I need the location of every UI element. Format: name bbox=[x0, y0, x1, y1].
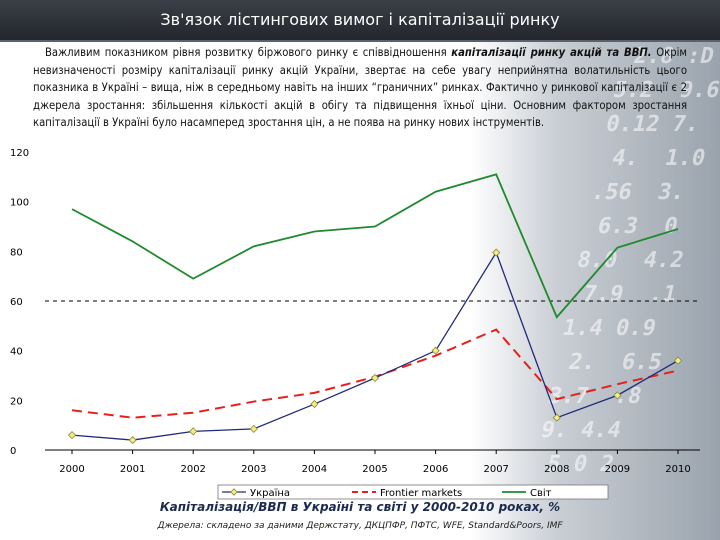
legend-label-ukraine: Україна bbox=[250, 488, 290, 499]
ukraine-marker-2005 bbox=[370, 373, 380, 383]
ukraine-marker-2008 bbox=[552, 413, 561, 422]
x-tick-label-2001: 2001 bbox=[120, 464, 145, 475]
x-tick-label-2004: 2004 bbox=[302, 464, 327, 475]
x-tick-label-2003: 2003 bbox=[241, 464, 266, 475]
legend-label-world: Світ bbox=[530, 487, 552, 499]
y-tick-label-20: 20 bbox=[10, 396, 23, 407]
legend-label-frontier-markets: Frontier markets bbox=[380, 488, 462, 499]
ukraine-marker-2010 bbox=[673, 356, 683, 365]
intro-emphasis: капіталізації ринку акцій та ВВП. bbox=[451, 46, 652, 59]
ukraine-marker-2002 bbox=[189, 427, 198, 436]
intro-text-rest: Окрім невизначеності розміру капіталізац… bbox=[33, 46, 687, 130]
y-tick-label-100: 100 bbox=[10, 198, 29, 209]
legend-marker-ukraine bbox=[230, 488, 238, 496]
x-tick-label-2008: 2008 bbox=[544, 464, 569, 475]
x-tick-label-2006: 2006 bbox=[423, 464, 448, 475]
chart-series bbox=[67, 173, 683, 445]
ukraine-marker-2000 bbox=[67, 431, 77, 440]
legend-box bbox=[217, 484, 609, 500]
slide-title: Зв'язок лістингових вимог і капіталізаці… bbox=[160, 10, 560, 29]
ukraine-marker-2001 bbox=[128, 436, 137, 445]
chart-axes: 0 20 40 60 80 100 120 2000 2001 2002 2003 2004 2005 2… bbox=[10, 148, 700, 475]
series-ukraine-line bbox=[71, 251, 679, 441]
chart-legend: Україна Frontier markets Світ bbox=[217, 484, 609, 500]
ukraine-marker-2006 bbox=[431, 346, 440, 355]
x-tick-label-2005: 2005 bbox=[362, 464, 387, 475]
ukraine-marker-2009 bbox=[613, 391, 622, 400]
y-tick-label-80: 80 bbox=[10, 247, 23, 258]
y-tick-label-40: 40 bbox=[10, 347, 23, 358]
x-tick-label-2010: 2010 bbox=[665, 464, 690, 475]
intro-paragraph: Важливим показником рівня розвитку біржо… bbox=[33, 44, 687, 132]
source-note: Джерела: складено за даними Держстату, Д… bbox=[157, 521, 563, 531]
x-tick-label-2000: 2000 bbox=[59, 464, 84, 475]
ukraine-marker-2004 bbox=[310, 399, 319, 409]
x-tick-label-2007: 2007 bbox=[483, 464, 508, 475]
series-world-line bbox=[71, 173, 679, 319]
title-bar bbox=[0, 0, 720, 42]
series-frontier-markets-line bbox=[71, 328, 679, 419]
x-tick-label-2009: 2009 bbox=[605, 464, 630, 475]
y-tick-label-0: 0 bbox=[10, 446, 16, 457]
ukraine-marker-2007 bbox=[492, 248, 501, 257]
x-tick-label-2002: 2002 bbox=[180, 464, 205, 475]
intro-text-start: Важливим показником рівня розвитку біржо… bbox=[45, 46, 452, 59]
chart-caption: Капіталізація/ВВП в Україні та світі у 2… bbox=[159, 500, 561, 514]
y-tick-label-120: 120 bbox=[10, 148, 29, 159]
ukraine-marker-2003 bbox=[249, 424, 258, 433]
y-tick-label-60: 60 bbox=[10, 297, 23, 308]
